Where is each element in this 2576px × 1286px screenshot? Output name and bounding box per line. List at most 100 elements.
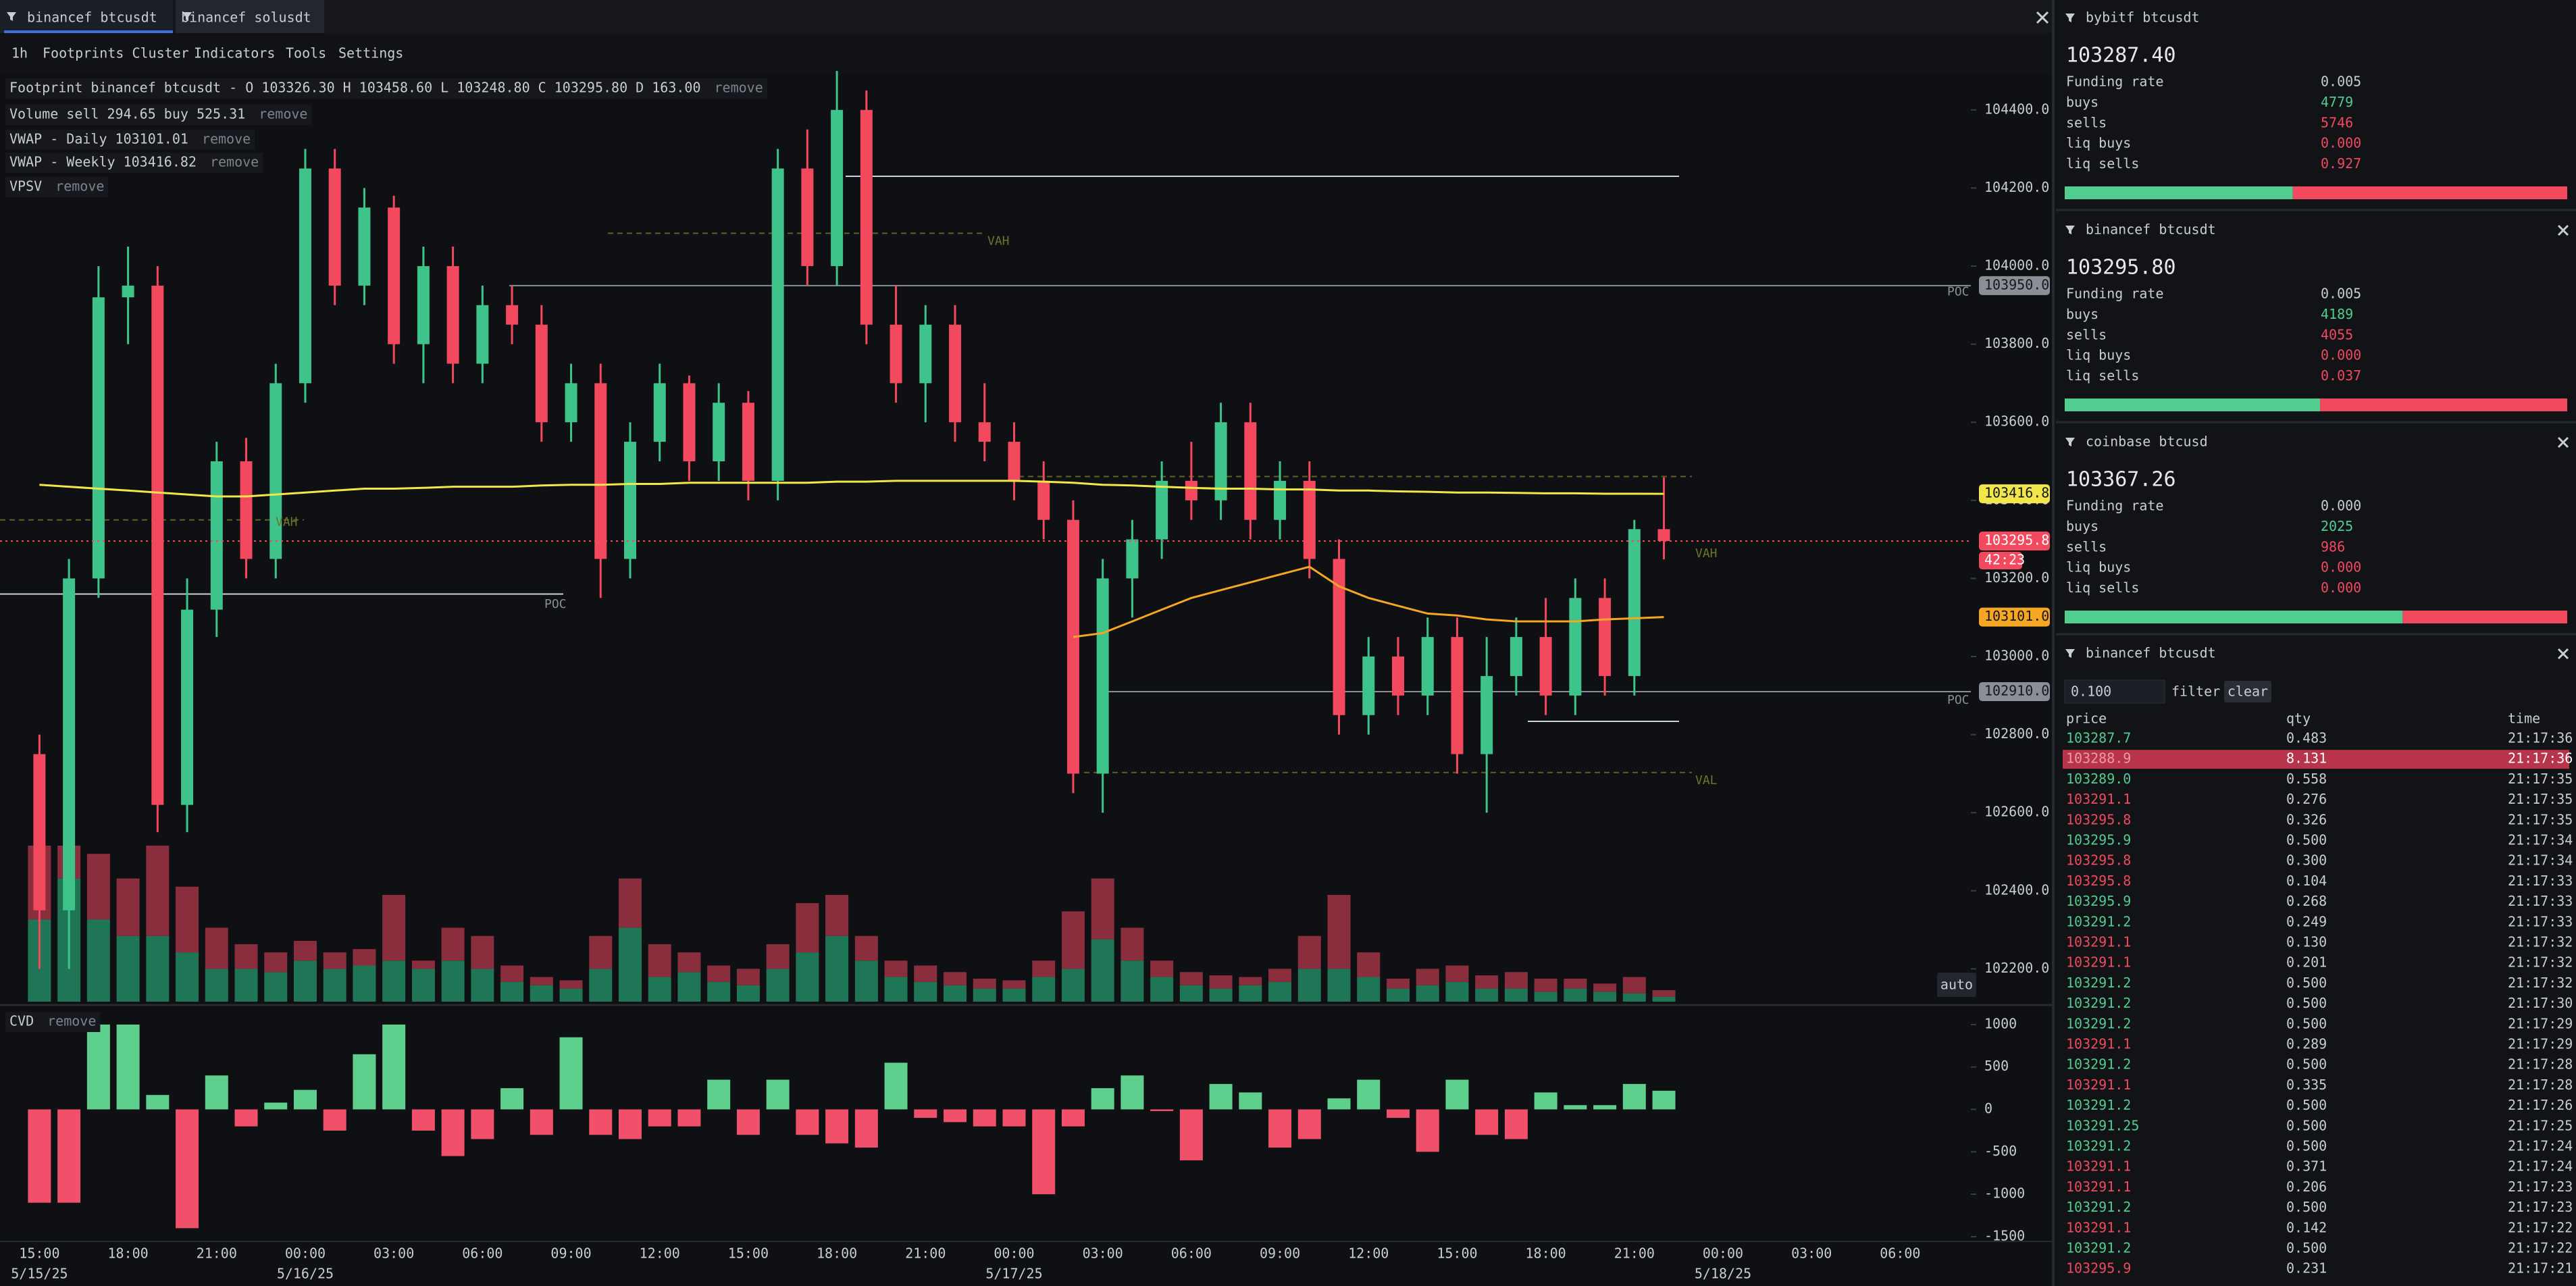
menu-item[interactable]: Footprints Cluster: [43, 45, 189, 61]
x-tick-label: 15:00: [728, 1245, 769, 1262]
tab[interactable]: [176, 0, 324, 33]
candle-body: [1303, 480, 1316, 559]
volume-buy: [944, 985, 967, 1002]
trade-time: 21:17:22: [2508, 1219, 2573, 1235]
menu-icon[interactable]: [7, 12, 16, 21]
trade-time: 21:17:34: [2508, 832, 2573, 848]
menu-icon[interactable]: [2065, 226, 2075, 234]
x-tick-label: 06:00: [1171, 1245, 1212, 1262]
cvd-bar: [1268, 1109, 1292, 1148]
x-tick-label: 18:00: [107, 1245, 148, 1262]
close-icon[interactable]: [2557, 648, 2569, 660]
level-annotation: POC: [1947, 693, 1969, 707]
auto-button[interactable]: [1937, 973, 1976, 997]
close-icon[interactable]: [2557, 224, 2569, 236]
volume-sell: [1534, 978, 1557, 992]
candle-body: [388, 207, 401, 344]
trade-qty: 0.483: [2286, 730, 2327, 746]
menu-item[interactable]: Tools: [286, 45, 326, 61]
candle-body: [328, 168, 341, 286]
ticker-price: 103287.40: [2066, 44, 2176, 68]
cvd-bar: [1179, 1109, 1203, 1160]
menu-item[interactable]: Settings: [338, 45, 403, 61]
candle-body: [535, 324, 548, 423]
trade-time: 21:17:30: [2508, 995, 2573, 1011]
legend-remove[interactable]: remove: [210, 154, 259, 170]
row-value: 0.000: [2321, 559, 2361, 575]
tab[interactable]: [0, 0, 173, 33]
legend-remove[interactable]: remove: [55, 178, 104, 195]
legend-remove[interactable]: remove: [715, 80, 763, 96]
auto-label[interactable]: auto: [1940, 977, 1973, 993]
trade-time: 21:17:29: [2508, 1036, 2573, 1052]
y-tick-label: -1000: [1984, 1185, 2025, 1202]
close-icon[interactable]: [2036, 11, 2049, 24]
menu-icon[interactable]: [2065, 14, 2075, 22]
clear-button[interactable]: [2224, 681, 2271, 702]
candle-body: [1510, 637, 1522, 676]
legend-remove[interactable]: remove: [47, 1013, 96, 1029]
legend-remove[interactable]: remove: [202, 131, 251, 147]
ticker-title: coinbase btcusd: [2086, 434, 2208, 450]
close-icon[interactable]: [2557, 436, 2569, 448]
level-annotation: POC: [544, 597, 567, 611]
row-label: Funding rate: [2066, 498, 2164, 514]
legend-remove[interactable]: remove: [259, 106, 307, 122]
candle-body: [831, 109, 844, 266]
legend-box: [5, 1012, 101, 1032]
x-tick-label: 06:00: [462, 1245, 503, 1262]
filter-value[interactable]: 0.100: [2071, 684, 2111, 700]
x-tick-label: 09:00: [550, 1245, 591, 1262]
volume-buy: [1357, 977, 1381, 1002]
candle-body: [240, 461, 253, 559]
price-label: 103950.0: [1984, 276, 2049, 292]
cvd-bar: [1416, 1109, 1439, 1152]
candle-body: [594, 383, 607, 559]
menu-item[interactable]: Indicators: [194, 45, 275, 61]
trade-time: 21:17:33: [2508, 913, 2573, 929]
cvd-bar: [736, 1109, 760, 1135]
volume-sell: [766, 944, 790, 969]
candle-body: [1156, 480, 1168, 540]
volume-buy: [1179, 985, 1203, 1002]
volume-buy: [146, 935, 170, 1002]
volume-sell: [914, 965, 937, 982]
menu-icon[interactable]: [2065, 649, 2075, 658]
clear-label[interactable]: clear: [2227, 684, 2268, 700]
volume-sell: [1564, 978, 1587, 989]
cvd-bar: [677, 1109, 701, 1127]
row-value: 986: [2321, 538, 2345, 555]
candle-body: [1599, 598, 1612, 676]
trade-time: 21:17:35: [2508, 791, 2573, 807]
menu-icon[interactable]: [2065, 438, 2075, 446]
volume-sell: [796, 903, 819, 953]
trade-price: 103291.2: [2066, 1240, 2131, 1256]
volume-buy: [1652, 996, 1676, 1002]
cvd-bar: [884, 1062, 908, 1110]
candle-body: [210, 461, 223, 610]
cvd-bar: [1622, 1083, 1646, 1110]
volume-buy: [441, 960, 465, 1002]
filter-input[interactable]: [2064, 679, 2165, 704]
trade-qty: 0.206: [2286, 1179, 2327, 1195]
cvd-bar: [796, 1109, 819, 1135]
trade-price: 103291.1: [2066, 1219, 2131, 1235]
buy-ratio: [2065, 611, 2403, 623]
volume-sell: [234, 944, 258, 969]
trade-time: 21:17:24: [2508, 1158, 2573, 1175]
x-tick-label: 12:00: [640, 1245, 680, 1262]
ticker-title: binancef btcusdt: [2086, 222, 2216, 238]
tab-label[interactable]: binancef btcusdt: [27, 9, 157, 26]
trade-price: 103291.1: [2066, 934, 2131, 950]
candle-body: [122, 285, 134, 298]
candle-body: [949, 324, 962, 423]
tab-label[interactable]: binancef solusdt: [181, 9, 311, 26]
menu-item[interactable]: 1h: [11, 45, 28, 61]
volume-buy: [411, 969, 435, 1002]
menu-icon[interactable]: [182, 12, 192, 21]
volume-sell: [176, 886, 199, 953]
cvd-bar: [57, 1109, 81, 1203]
candle-body: [269, 383, 282, 559]
volume-buy: [1564, 988, 1587, 1002]
candle-body: [860, 109, 873, 325]
